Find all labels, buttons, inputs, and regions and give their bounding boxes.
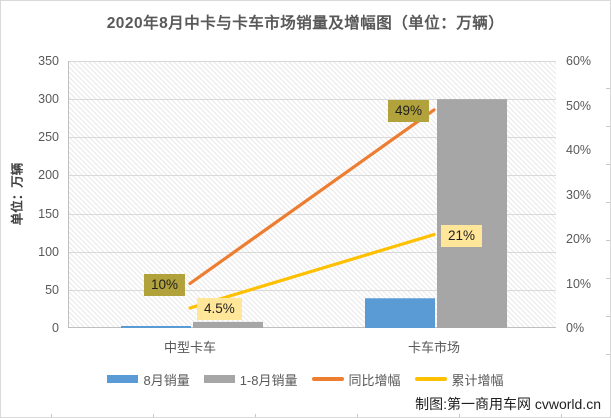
- legend-bar-swatch: [107, 375, 139, 383]
- frame-edge-tick: [606, 354, 610, 355]
- frame-edge-tick: [606, 316, 610, 317]
- line-pct-series: [188, 108, 436, 286]
- bar: [365, 298, 435, 328]
- frame-edge-tick: [153, 414, 154, 417]
- frame-edge-tick: [606, 278, 610, 279]
- left-axis-tick: 350: [38, 54, 59, 68]
- plot-area: 10% 49% 4.5% 21%: [68, 61, 556, 328]
- right-axis-tick: 50%: [566, 98, 592, 113]
- watermark: 制图:第一商用车网 cvworld.cn: [415, 396, 601, 412]
- frame-edge-tick: [255, 414, 256, 417]
- frame-edge-tick: [606, 164, 610, 165]
- left-axis-tick: 100: [38, 244, 59, 259]
- point-label: 4.5%: [197, 297, 242, 320]
- frame-edge-tick: [51, 414, 52, 417]
- right-axis-tick: 40%: [566, 143, 592, 157]
- legend-label: 1-8月销量: [239, 372, 298, 388]
- bar: [121, 326, 191, 328]
- bar: [193, 321, 263, 328]
- frame-edge-tick: [606, 126, 610, 127]
- legend-label: 累计增幅: [451, 372, 504, 388]
- right-axis-tick: 0%: [566, 321, 585, 335]
- left-axis-tick: 50: [45, 282, 59, 297]
- frame-edge-tick: [606, 88, 610, 89]
- legend-bar-swatch: [203, 375, 235, 383]
- chart-canvas: [68, 61, 556, 328]
- legend-item: 1-8月销量: [203, 370, 298, 389]
- right-axis-tick: 60%: [566, 54, 592, 68]
- frame-edge-tick: [606, 202, 610, 203]
- point-label: 21%: [441, 224, 483, 247]
- frame-edge-tick: [561, 414, 562, 417]
- right-axis-tick: 30%: [566, 187, 592, 202]
- legend-label: 同比增幅: [348, 372, 401, 388]
- point-label: 10%: [143, 273, 185, 296]
- left-axis-tick: 0: [52, 321, 59, 335]
- category-label: 卡车市场: [407, 340, 460, 355]
- category-label: 中型卡车: [163, 340, 216, 355]
- legend-item: 8月销量: [107, 370, 190, 389]
- chart-title: 2020年8月中卡与卡车市场销量及增幅图（单位：万辆）: [106, 15, 505, 32]
- legend-item: 同比增幅: [311, 370, 401, 389]
- bar: [437, 99, 507, 328]
- line-pct-series: [188, 232, 436, 310]
- frame-edge-tick: [357, 414, 358, 417]
- left-axis-tick: 200: [38, 168, 59, 183]
- right-axis-tick: 10%: [566, 276, 592, 291]
- frame-edge-tick: [459, 414, 460, 417]
- legend: 8月销量 1-8月销量 同比增幅 累计增幅: [1, 370, 610, 388]
- legend-line-swatch: [414, 377, 447, 381]
- legend-label: 8月销量: [143, 372, 190, 388]
- left-axis-tick: 250: [38, 130, 59, 145]
- right-axis-tick: 20%: [566, 232, 592, 246]
- point-label: 49%: [387, 99, 429, 122]
- left-axis-tick: 150: [38, 206, 59, 221]
- legend-item: 累计增幅: [414, 370, 504, 389]
- left-axis-tick: 300: [38, 92, 59, 107]
- frame-edge-tick: [606, 240, 610, 241]
- legend-line-swatch: [311, 377, 344, 381]
